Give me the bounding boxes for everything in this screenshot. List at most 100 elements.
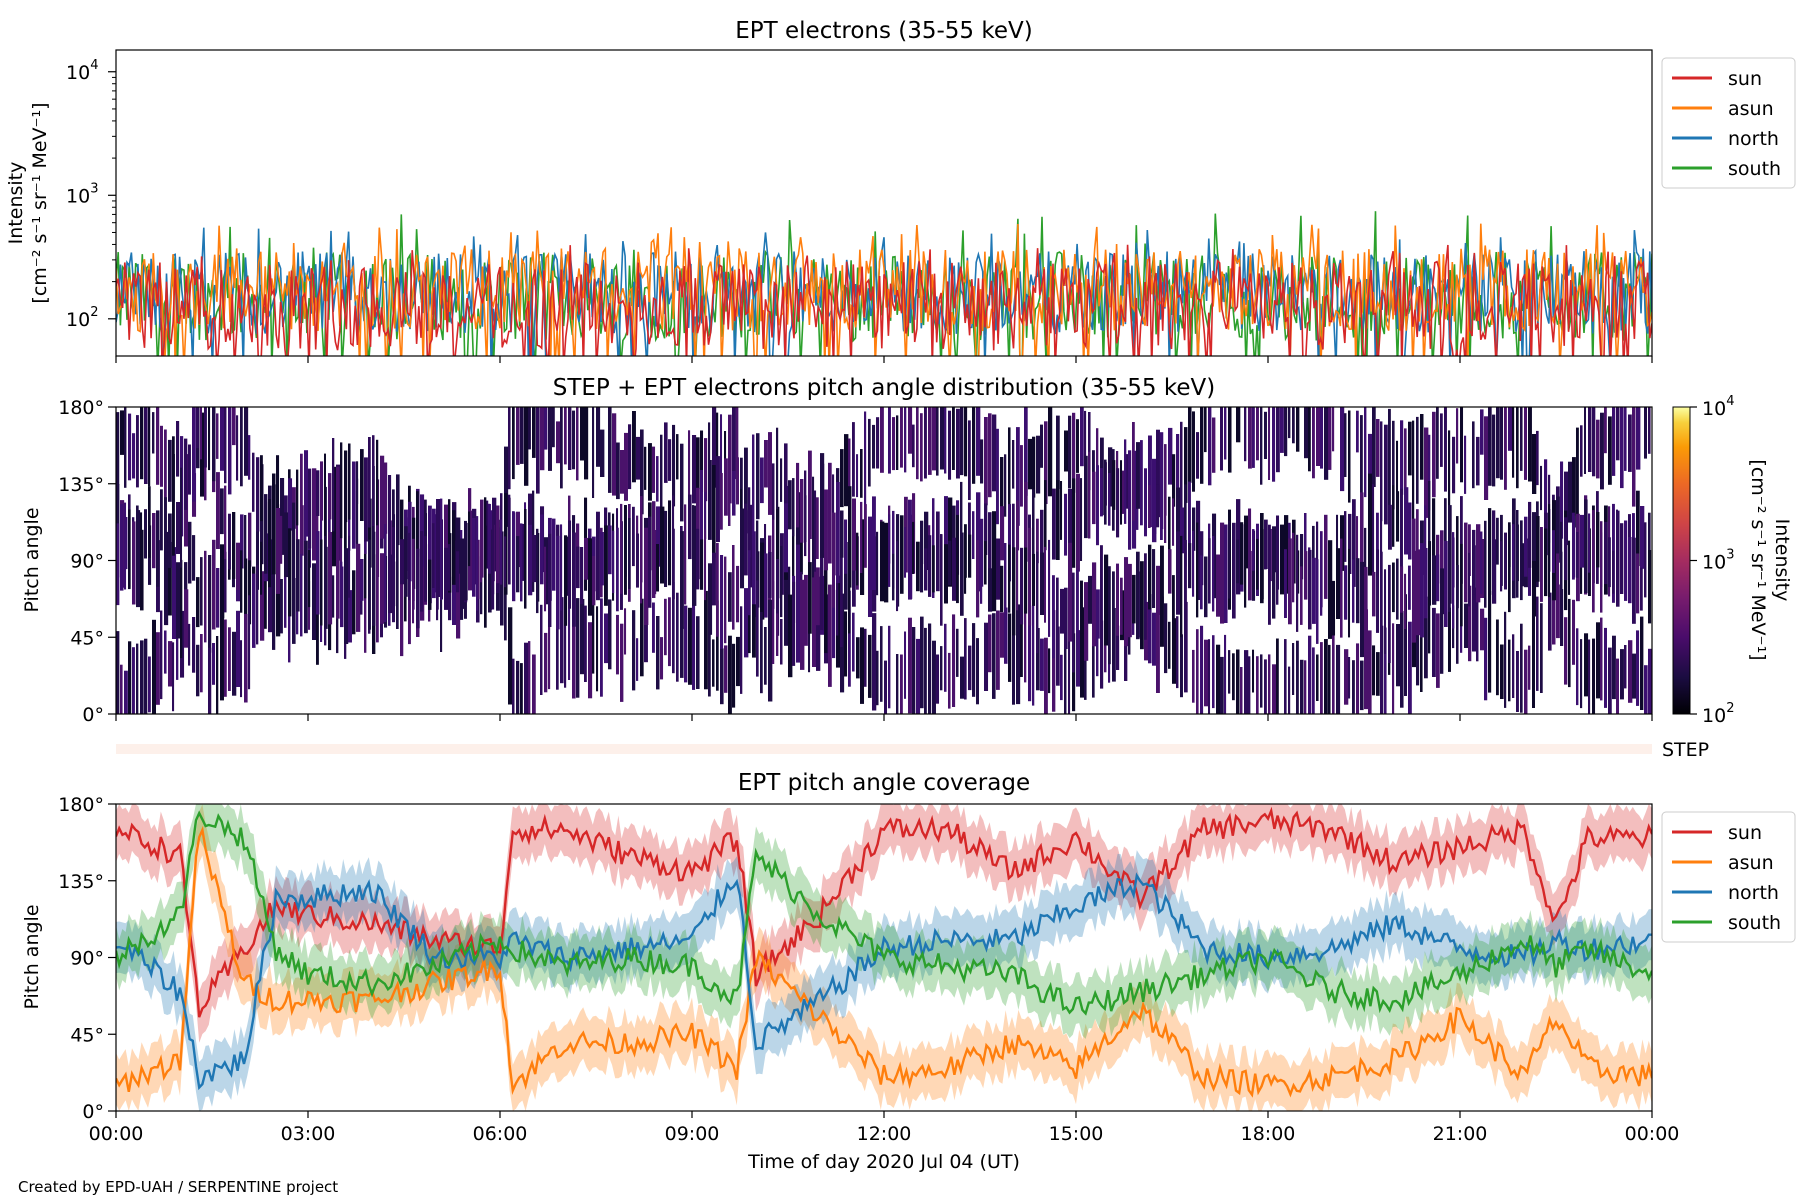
pad-cell xyxy=(492,510,495,610)
intensity-y-ticks: 102 103 104 xyxy=(66,58,116,331)
pad-cell xyxy=(648,443,652,501)
pad-cell xyxy=(1440,568,1445,615)
pad-cell xyxy=(352,461,356,549)
pad-cell xyxy=(892,553,895,601)
pad-cell xyxy=(1312,647,1315,714)
pad-cell xyxy=(728,572,732,622)
pad-cell xyxy=(908,514,913,599)
pad-cell xyxy=(688,494,692,560)
pad-cell xyxy=(1396,624,1401,687)
pad-cell xyxy=(1520,520,1523,601)
pad-cell xyxy=(1248,508,1252,588)
pad-cell xyxy=(1640,567,1643,611)
pad-cell xyxy=(1580,425,1583,477)
pad-cell xyxy=(444,547,449,610)
pad-cell xyxy=(784,485,789,583)
pad-cell xyxy=(524,509,527,609)
pad-cell xyxy=(1576,427,1579,529)
pad-cell xyxy=(1108,566,1111,665)
pad-cell xyxy=(196,644,200,697)
pad-cell xyxy=(1460,407,1464,483)
pad-cell xyxy=(312,468,317,561)
pad-cell xyxy=(572,598,576,699)
pad-cell xyxy=(116,412,120,486)
pad-cell xyxy=(188,444,191,495)
pad-cell xyxy=(532,407,536,458)
pad-cell xyxy=(1180,535,1183,638)
pad-cell xyxy=(1004,607,1008,664)
pad-cell xyxy=(252,573,256,648)
pad-cell xyxy=(1256,656,1259,714)
pad-cell xyxy=(1068,542,1073,642)
pad-cell xyxy=(1488,508,1492,595)
pad-cell xyxy=(784,443,788,504)
pad-cell xyxy=(920,521,924,593)
pad-cell xyxy=(860,449,863,498)
pad-cell xyxy=(524,642,529,714)
pad-cell xyxy=(352,570,356,635)
pad-cell xyxy=(1308,635,1312,714)
pad-cell xyxy=(1192,411,1195,492)
coverage-legend-label-north: north xyxy=(1728,882,1779,904)
pad-cell xyxy=(1388,564,1391,663)
pad-cell xyxy=(552,407,555,448)
coverage-panel: EPT pitch angle coverage 0° 45° 90° 135° 180… xyxy=(21,770,1796,1173)
pad-cell xyxy=(908,617,912,714)
pad-cell xyxy=(972,407,976,484)
pad-cell xyxy=(232,631,237,696)
pad-cell xyxy=(996,538,1001,600)
pad-cell xyxy=(1588,407,1592,472)
pad-cell xyxy=(336,466,340,553)
pad-cell xyxy=(116,523,120,606)
pad-cell xyxy=(860,501,863,573)
pad-cell xyxy=(964,407,968,477)
pad-cell xyxy=(1464,522,1468,603)
pad-cell xyxy=(1616,658,1620,714)
pad-cell xyxy=(588,538,593,616)
pad-cell xyxy=(504,584,507,641)
pad-cell xyxy=(1392,623,1395,714)
pad-cell xyxy=(656,456,659,502)
pad-cell xyxy=(1192,530,1195,597)
pad-cell xyxy=(580,407,585,461)
pad-cell xyxy=(260,455,263,522)
pad-cell xyxy=(1352,559,1355,623)
pad-cell xyxy=(1312,525,1315,575)
pad-cell xyxy=(1016,536,1019,611)
pad-cell xyxy=(728,430,731,526)
pad-cell xyxy=(1384,569,1387,654)
pad-cell xyxy=(1432,498,1436,557)
pad-cell xyxy=(164,497,167,574)
pad-cell xyxy=(316,571,319,665)
pad-cell xyxy=(1600,617,1603,701)
pad-cell xyxy=(1356,516,1359,590)
pad-cell xyxy=(1468,585,1472,662)
pad-cell xyxy=(712,552,716,606)
pad-cell xyxy=(228,513,231,570)
pad-cell xyxy=(940,407,945,470)
pad-cell xyxy=(208,407,211,471)
pad-cell xyxy=(812,584,816,662)
pad-cell xyxy=(1236,539,1240,584)
pad-cell xyxy=(1336,548,1341,619)
pad-cell xyxy=(512,407,515,480)
pad-cell xyxy=(1208,407,1212,486)
pad-cell xyxy=(656,616,660,690)
pad-cell xyxy=(1016,427,1020,526)
pad-cell xyxy=(1636,407,1641,470)
pad-cell xyxy=(116,631,120,714)
pad-cell xyxy=(372,531,376,626)
pad-cell xyxy=(1400,566,1404,613)
pad-cell xyxy=(968,645,972,691)
pad-cell xyxy=(732,643,736,708)
pad-cell xyxy=(988,512,992,607)
pad-cell xyxy=(148,656,151,713)
pad-cell xyxy=(1312,557,1316,624)
pad-cell xyxy=(1360,492,1364,593)
pad-cell xyxy=(1272,529,1276,619)
pad-cell xyxy=(780,458,783,502)
pad-cell xyxy=(1196,522,1199,618)
pad-cell xyxy=(220,488,224,535)
intensity-ytick-label-2: 104 xyxy=(66,58,98,84)
